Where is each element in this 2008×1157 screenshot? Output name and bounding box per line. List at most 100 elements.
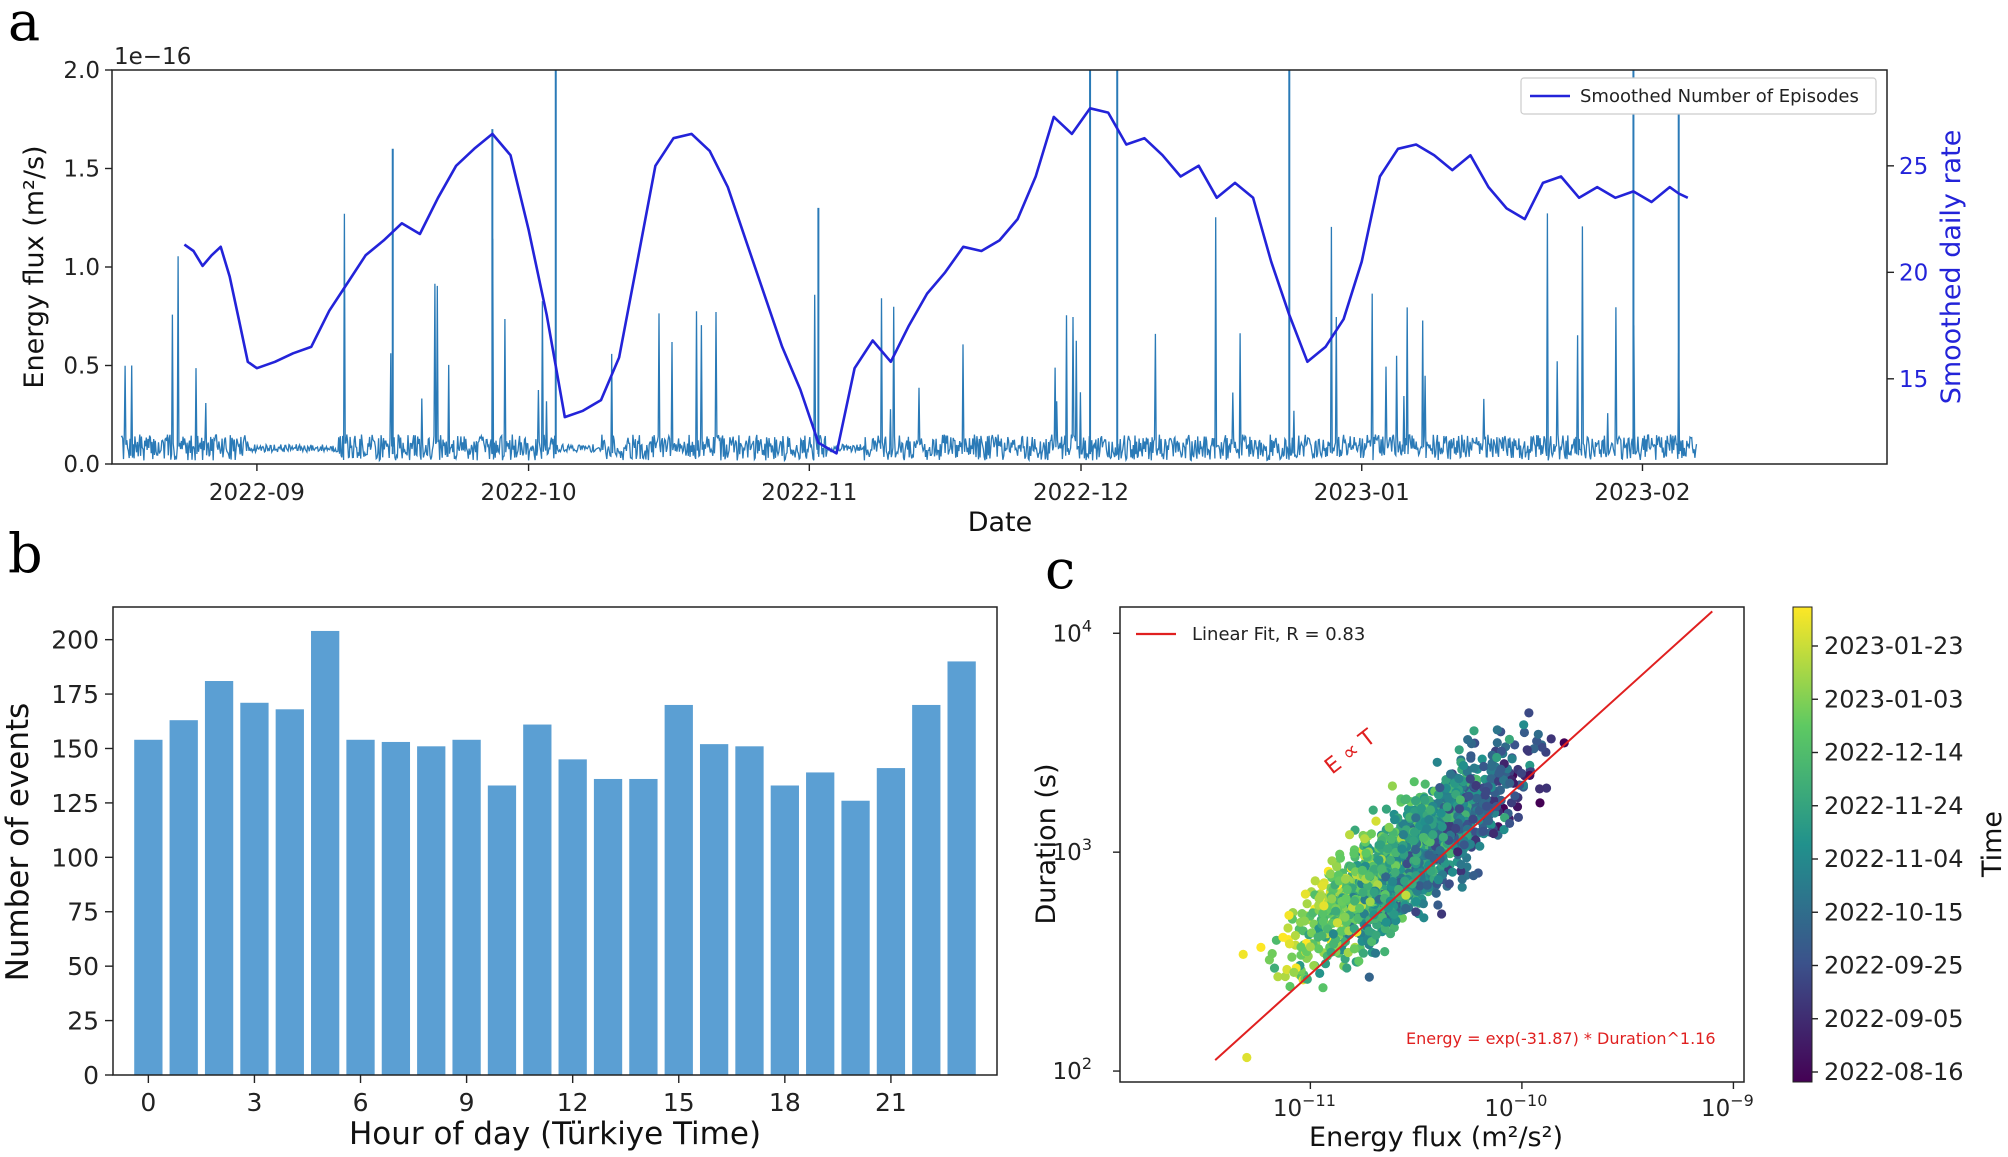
scatter-point xyxy=(1357,865,1367,876)
scatter-point xyxy=(1411,856,1421,866)
y-axis-label-duration: Duration (s) xyxy=(1031,764,1062,925)
scatter-point xyxy=(1457,874,1467,884)
y-axis-label-events: Number of events xyxy=(0,703,36,982)
panel-label-b: b xyxy=(8,522,43,585)
y-right-tick-label: 15 xyxy=(1899,367,1928,393)
y-axis-left-ticks: 0.0 0.5 1.0 1.5 2.0 xyxy=(63,58,112,478)
x-tick-label: 2022-11 xyxy=(761,480,857,506)
fit-equation-text: Energy = exp(-31.87) * Duration^1.16 xyxy=(1406,1029,1716,1048)
scatter-point xyxy=(1477,754,1487,764)
scatter-point xyxy=(1367,937,1377,947)
scatter-point xyxy=(1377,864,1387,874)
scatter-point xyxy=(1397,844,1407,854)
bar-hour-23 xyxy=(947,661,976,1075)
bar-hour-17 xyxy=(735,746,764,1075)
scatter-point xyxy=(1341,893,1351,904)
scatter-point xyxy=(1513,812,1523,823)
colorbar-tick-label: 2023-01-03 xyxy=(1824,685,1963,713)
scatter-point xyxy=(1465,774,1475,784)
x-tick-label: 6 xyxy=(353,1088,369,1117)
y-tick-label: 175 xyxy=(51,680,99,709)
scatter-point xyxy=(1456,859,1466,870)
scatter-point xyxy=(1336,926,1346,936)
scatter-point xyxy=(1492,725,1502,735)
y-tick-label: 50 xyxy=(67,952,99,981)
scatter-point xyxy=(1411,907,1421,917)
scatter-point xyxy=(1388,877,1398,887)
x-tick-label: 10−11 xyxy=(1273,1091,1336,1122)
scatter-point xyxy=(1384,822,1394,833)
scatter-point xyxy=(1284,939,1295,949)
scatter-point xyxy=(1475,841,1485,851)
scatter-point xyxy=(1471,780,1481,791)
x-tick-label: 10−9 xyxy=(1701,1091,1754,1122)
x-axis-ticks-b: 0 3 6 9 12 15 18 21 xyxy=(140,1075,907,1117)
x-axis-label-hour: Hour of day (Türkiye Time) xyxy=(349,1116,761,1152)
scatter-point xyxy=(1519,720,1529,730)
bar-hour-19 xyxy=(806,772,835,1075)
scatter-point xyxy=(1285,981,1295,992)
scatter-point xyxy=(1411,844,1421,855)
scatter-point xyxy=(1455,795,1465,805)
bar-hour-14 xyxy=(629,778,658,1075)
scatter-point xyxy=(1300,916,1310,926)
scatter-point xyxy=(1401,890,1411,900)
scatter-point xyxy=(1428,830,1438,840)
bar-hour-21 xyxy=(876,768,906,1075)
y-tick-label: 2.0 xyxy=(63,58,100,84)
scatter-point xyxy=(1371,816,1381,826)
scatter-point xyxy=(1444,879,1454,889)
bars-group xyxy=(134,630,976,1075)
scatter-point xyxy=(1242,1052,1252,1063)
scatter-point xyxy=(1381,804,1391,814)
scatter-point xyxy=(1424,815,1434,825)
x-axis-date-ticks: 2022-09 2022-10 2022-11 2022-12 2023-01 2023-… xyxy=(209,464,1691,506)
plot-frame-b xyxy=(112,606,998,1076)
y-axis-label-smoothed-rate: Smoothed daily rate xyxy=(1936,130,1967,405)
y-tick-label: 102 xyxy=(1053,1054,1092,1085)
scatter-point xyxy=(1505,778,1515,788)
colorbar-tick-label: 2022-09-25 xyxy=(1824,952,1963,980)
scatter-point xyxy=(1418,899,1428,909)
scatter-point xyxy=(1559,738,1569,748)
scatter-point xyxy=(1364,972,1374,982)
colorbar xyxy=(1792,606,1813,1083)
scatter-point xyxy=(1522,745,1532,755)
scatter-point xyxy=(1469,726,1479,736)
y-tick-label: 1.0 xyxy=(63,255,100,281)
scatter-point xyxy=(1381,917,1391,927)
scatter-point xyxy=(1456,866,1466,876)
flux-series xyxy=(120,70,1698,463)
colorbar-label-time: Time xyxy=(1977,811,2008,878)
scatter-point xyxy=(1354,956,1364,966)
scatter-point xyxy=(1496,764,1506,774)
y-tick-label: 104 xyxy=(1053,616,1092,647)
scatter-point xyxy=(1400,876,1410,886)
scatter-point xyxy=(1533,729,1543,739)
scatter-point xyxy=(1318,881,1328,891)
scatter-point xyxy=(1313,932,1323,942)
scatter-point xyxy=(1472,793,1482,803)
scatter-point xyxy=(1342,884,1352,895)
panel-label-a: a xyxy=(8,0,40,53)
scatter-point xyxy=(1376,840,1386,850)
scatter-point xyxy=(1369,887,1379,897)
scatter-point xyxy=(1479,761,1489,772)
bar-hour-9 xyxy=(452,739,481,1075)
colorbar-ticks: 2023-01-23 2023-01-03 2022-12-14 2022-11-24… xyxy=(1812,632,1963,1086)
scatter-point xyxy=(1535,798,1545,808)
bar-hour-12 xyxy=(558,759,587,1075)
scatter-point xyxy=(1342,963,1352,973)
legend-a: Smoothed Number of Episodes xyxy=(1520,77,1877,115)
bar-hour-11 xyxy=(523,724,552,1075)
scatter-point xyxy=(1437,909,1447,919)
scatter-point xyxy=(1280,971,1290,982)
bar-hour-16 xyxy=(699,744,729,1075)
scatter-point xyxy=(1486,774,1496,784)
colorbar-tick-label: 2022-10-15 xyxy=(1824,898,1963,926)
bar-hour-10 xyxy=(487,785,517,1075)
legend-c: Linear Fit, R = 0.83 xyxy=(1136,624,1365,645)
scatter-point xyxy=(1398,830,1408,840)
scatter-point xyxy=(1437,822,1447,832)
